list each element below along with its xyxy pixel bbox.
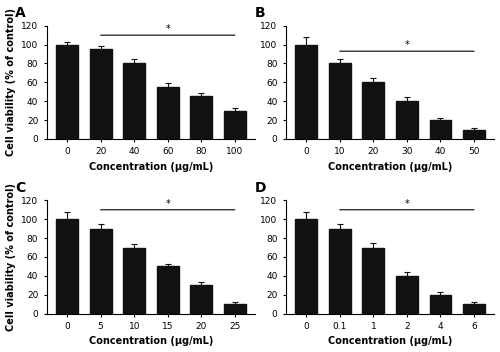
Bar bbox=[396, 276, 418, 314]
Bar bbox=[56, 219, 78, 314]
X-axis label: Concentration (μg/mL): Concentration (μg/mL) bbox=[328, 337, 452, 346]
Bar bbox=[224, 111, 246, 139]
Text: C: C bbox=[16, 181, 26, 195]
Bar bbox=[430, 120, 452, 139]
Bar bbox=[124, 247, 145, 314]
Bar bbox=[362, 247, 384, 314]
Bar bbox=[190, 96, 212, 139]
X-axis label: Concentration (μg/mL): Concentration (μg/mL) bbox=[89, 337, 213, 346]
X-axis label: Concentration (μg/mL): Concentration (μg/mL) bbox=[328, 162, 452, 172]
Bar bbox=[463, 304, 485, 314]
Y-axis label: Cell viability (% of control): Cell viability (% of control) bbox=[6, 183, 16, 331]
Bar bbox=[296, 219, 317, 314]
Bar bbox=[157, 266, 178, 314]
Text: D: D bbox=[254, 181, 266, 195]
Bar bbox=[463, 130, 485, 139]
Bar bbox=[157, 87, 178, 139]
Bar bbox=[329, 229, 350, 314]
Text: *: * bbox=[166, 199, 170, 209]
Bar bbox=[329, 63, 350, 139]
Bar bbox=[90, 49, 112, 139]
Text: *: * bbox=[166, 24, 170, 34]
Text: *: * bbox=[404, 199, 409, 209]
Bar bbox=[362, 82, 384, 139]
Bar bbox=[224, 304, 246, 314]
Bar bbox=[296, 45, 317, 139]
Bar bbox=[430, 295, 452, 314]
Text: B: B bbox=[254, 6, 265, 20]
Y-axis label: Cell viability (% of control): Cell viability (% of control) bbox=[6, 8, 16, 156]
X-axis label: Concentration (μg/mL): Concentration (μg/mL) bbox=[89, 162, 213, 172]
Bar bbox=[124, 63, 145, 139]
Text: A: A bbox=[16, 6, 26, 20]
Bar bbox=[396, 101, 418, 139]
Bar bbox=[90, 229, 112, 314]
Text: *: * bbox=[404, 40, 409, 50]
Bar bbox=[56, 45, 78, 139]
Bar bbox=[190, 285, 212, 314]
